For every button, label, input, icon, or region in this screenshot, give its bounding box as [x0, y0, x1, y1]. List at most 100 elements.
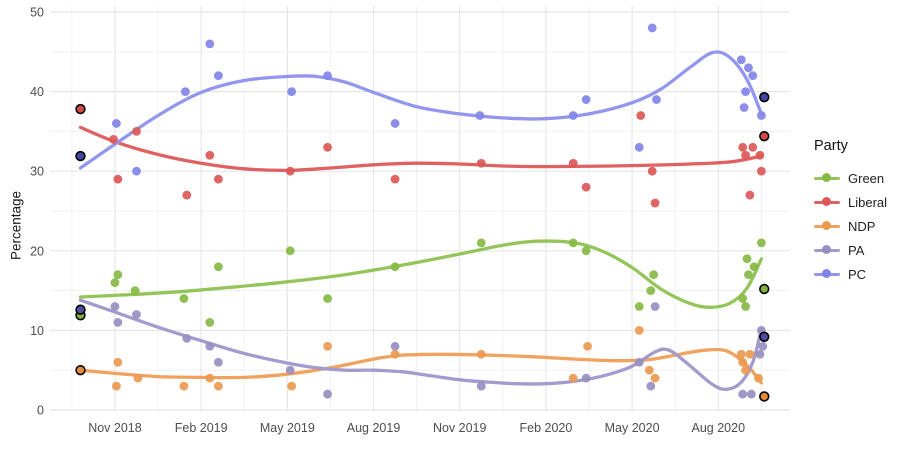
liberal-poll-point — [285, 166, 295, 176]
liberal-trend-line — [78, 125, 764, 173]
liberal-poll-point — [323, 142, 332, 152]
ndp-trend-line — [78, 347, 764, 385]
ndp-poll-point — [745, 349, 755, 359]
ndp-poll-point — [390, 349, 400, 359]
legend-label-pc: PC — [848, 266, 867, 282]
pc-poll-point — [132, 166, 141, 176]
pc-poll-point — [748, 71, 758, 81]
green-poll-point — [110, 278, 120, 288]
pc-poll-point — [581, 95, 591, 104]
pc-election-point — [759, 91, 770, 103]
legend-dot-swatch — [822, 197, 831, 206]
liberal-poll-point — [132, 126, 141, 136]
green-poll-point — [390, 262, 400, 272]
x-tick-label: Feb 2019 — [175, 421, 228, 435]
pc-poll-point — [568, 111, 578, 120]
ndp-poll-point — [568, 373, 578, 383]
green-poll-point — [285, 246, 295, 256]
legend-label-pa: PA — [848, 242, 865, 258]
ndp-poll-point — [133, 373, 143, 383]
ndp-election-point — [759, 391, 770, 402]
pa-poll-point — [650, 302, 660, 311]
pc-poll-point — [736, 55, 746, 65]
legend-item-green: Green — [814, 166, 900, 190]
legend-items: Green Liberal NDP PA PC — [814, 166, 900, 286]
y-tick-label: 30 — [30, 165, 44, 179]
legend-dot-swatch — [822, 245, 831, 254]
ndp-poll-point — [323, 341, 332, 351]
pa-poll-point — [646, 381, 656, 391]
ndp-poll-point — [650, 373, 660, 383]
green-poll-point — [130, 286, 140, 295]
legend-key-pa-icon — [814, 242, 840, 258]
green-poll-point — [742, 254, 752, 264]
pc-poll-point — [287, 87, 297, 96]
legend-dot-swatch — [822, 221, 831, 230]
liberal-poll-point — [647, 166, 657, 176]
x-tick-label: Aug 2019 — [347, 421, 401, 435]
legend-label-liberal: Liberal — [848, 194, 888, 210]
x-tick-label: Aug 2020 — [692, 421, 746, 435]
liberal-poll-point — [745, 190, 755, 200]
y-tick-label: 40 — [30, 85, 44, 99]
legend-key-liberal-icon — [814, 194, 840, 210]
pc-election-point — [75, 150, 86, 162]
ndp-poll-point — [205, 373, 215, 383]
ndp-poll-point — [179, 381, 189, 391]
pc-poll-point — [475, 111, 485, 120]
y-tick-label: 50 — [30, 6, 44, 20]
liberal-poll-point — [755, 150, 765, 160]
liberal-poll-point — [109, 134, 118, 144]
pc-poll-point — [205, 39, 215, 49]
green-poll-point — [213, 262, 223, 272]
pa-poll-point — [213, 357, 223, 367]
pa-poll-point — [634, 357, 644, 367]
pa-poll-point — [390, 341, 400, 351]
pa-poll-point — [758, 341, 768, 351]
x-tick-label: Nov 2018 — [88, 421, 142, 435]
legend-title: Party — [814, 138, 848, 154]
y-axis-title: Percentage — [8, 190, 24, 261]
pc-poll-point — [756, 111, 766, 120]
pa-poll-point — [113, 318, 123, 327]
green-poll-point — [179, 294, 189, 303]
liberal-poll-point — [738, 142, 748, 152]
ndp-election-point — [75, 365, 86, 376]
legend-dot-swatch — [822, 173, 831, 182]
ndp-poll-point — [111, 381, 121, 391]
green-trend-line — [78, 239, 764, 309]
y-tick-label: 20 — [30, 244, 44, 258]
legend-item-pc: PC — [814, 262, 900, 286]
green-poll-point — [476, 238, 486, 248]
ndp-poll-point — [634, 326, 644, 335]
liberal-poll-point — [205, 150, 215, 160]
pa-election-point — [75, 304, 86, 315]
pc-trend-line — [78, 50, 764, 170]
ndp-poll-point — [113, 357, 123, 367]
ndp-poll-point — [738, 357, 748, 367]
liberal-poll-point — [390, 174, 400, 184]
liberal-election-point — [75, 103, 86, 115]
pa-poll-point — [581, 373, 591, 383]
green-poll-point — [581, 246, 591, 256]
pc-poll-point — [180, 87, 190, 96]
pa-poll-point — [110, 302, 120, 311]
pc-poll-point — [741, 87, 750, 96]
pa-poll-point — [738, 389, 748, 399]
pa-poll-point — [132, 310, 141, 319]
x-tick-label: Feb 2020 — [519, 421, 572, 435]
pc-poll-point — [213, 71, 223, 81]
pc-poll-point — [744, 63, 753, 73]
pc-poll-point — [652, 95, 661, 104]
liberal-poll-point — [476, 158, 486, 168]
green-poll-point — [738, 294, 748, 303]
legend-key-pc-icon — [814, 266, 840, 282]
liberal-poll-point — [741, 150, 750, 160]
ndp-poll-point — [736, 349, 746, 359]
y-tick-label: 10 — [30, 324, 44, 338]
pc-poll-point — [390, 119, 400, 128]
liberal-poll-point — [756, 166, 766, 176]
pc-poll-point — [323, 71, 332, 81]
